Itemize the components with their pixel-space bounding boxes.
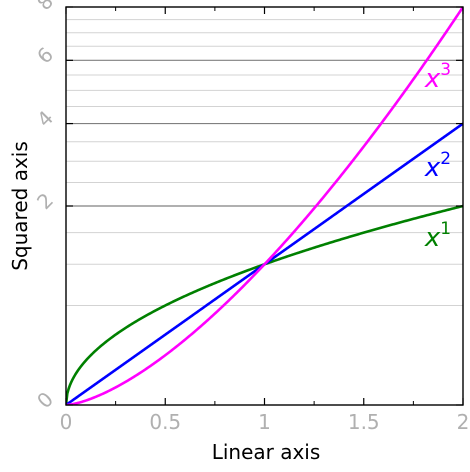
tick-labels: 0 0.5 1 1.5 2 0 2 4 6 8: [32, 0, 469, 434]
y-axis-title: Squared axis: [8, 141, 32, 271]
x-tick-label: 1: [258, 410, 271, 434]
series-label-x3: x3: [424, 60, 451, 94]
x-tick-label: 2: [457, 410, 470, 434]
x-tick-label: 0: [60, 410, 73, 434]
y-tick-label: 2: [32, 188, 58, 214]
y-tick-label: 4: [32, 106, 58, 132]
y-tick-label: 0: [32, 387, 58, 413]
series-label-base: x: [424, 153, 441, 183]
series-label-exponent: 2: [440, 149, 451, 169]
x-tick-label: 0.5: [149, 410, 181, 434]
x-axis-title: Linear axis: [212, 440, 321, 464]
series-label-exponent: 3: [440, 60, 451, 80]
x-tick-label: 1.5: [348, 410, 380, 434]
gridlines: [66, 19, 463, 306]
series-lines: [66, 7, 463, 405]
y-tick-label: 8: [32, 0, 58, 15]
series-label-base: x: [424, 64, 441, 94]
axis-ticks: [65, 6, 464, 406]
series-label-x1: x1: [424, 219, 451, 253]
series-line-x3: [66, 7, 463, 405]
y-tick-label: 6: [32, 42, 58, 68]
series-label-exponent: 1: [440, 219, 451, 239]
series-label-x2: x2: [424, 149, 451, 183]
series-label-base: x: [424, 223, 441, 253]
